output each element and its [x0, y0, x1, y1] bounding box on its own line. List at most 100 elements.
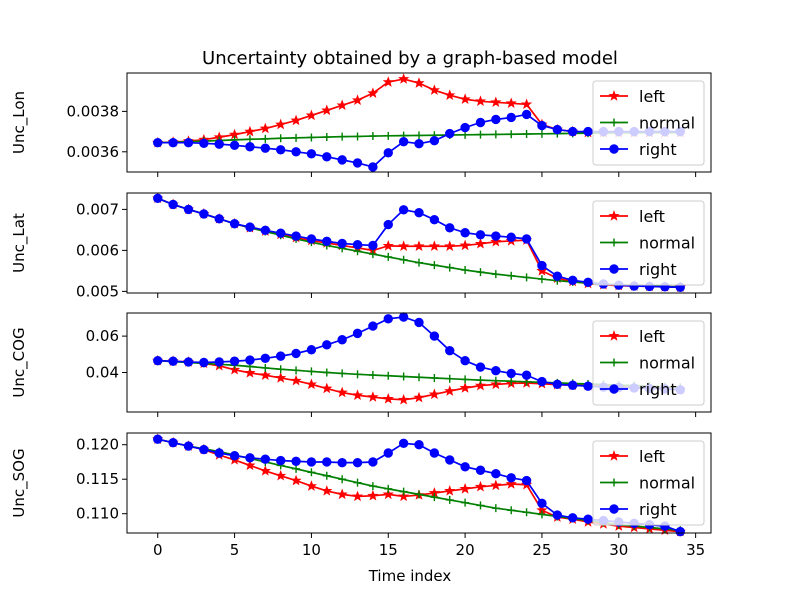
data-point-right — [398, 438, 409, 449]
y-axis-label: Unc_Lon — [10, 91, 29, 154]
data-point-right — [583, 277, 593, 288]
data-point-left — [505, 478, 517, 489]
data-point-right — [414, 139, 424, 149]
y-tick-label: 0.007 — [76, 200, 119, 218]
data-point-right — [229, 451, 240, 461]
y-tick-label: 0.115 — [76, 470, 119, 488]
data-point-right — [214, 139, 224, 149]
data-point-normal — [307, 133, 316, 142]
y-axis-label: Unc_SOG — [10, 448, 29, 517]
data-point-right — [368, 162, 378, 172]
data-point-normal — [292, 133, 301, 142]
data-point-normal — [491, 376, 500, 385]
data-point-right — [491, 365, 501, 376]
data-point-left — [382, 76, 394, 87]
data-point-normal — [461, 266, 470, 275]
legend-marker-left — [608, 210, 620, 221]
data-point-normal — [322, 368, 331, 377]
data-point-right — [445, 345, 455, 356]
data-point-normal — [415, 131, 423, 140]
data-point-normal — [353, 370, 362, 379]
data-point-right — [567, 275, 578, 285]
data-point-right — [583, 126, 593, 137]
legend-label-right: right — [639, 500, 677, 519]
data-point-right — [414, 440, 424, 450]
data-point-left — [382, 488, 394, 500]
data-point-left — [536, 265, 548, 276]
data-point-right — [475, 230, 486, 240]
data-point-normal — [430, 373, 439, 382]
data-point-left — [413, 391, 425, 403]
legend-marker-left — [608, 450, 620, 461]
data-point-right — [383, 448, 393, 458]
data-point-right — [291, 231, 301, 241]
data-point-left — [490, 235, 502, 247]
data-point-right — [153, 138, 163, 148]
data-point-normal — [338, 475, 347, 484]
data-point-right — [352, 328, 363, 339]
data-point-normal — [491, 130, 500, 139]
data-point-right — [521, 234, 532, 244]
data-point-left — [413, 240, 425, 252]
data-point-right — [214, 448, 224, 458]
data-point-normal — [245, 135, 254, 144]
legend-label-left: left — [639, 207, 665, 226]
x-tick-label: 10 — [302, 541, 321, 559]
data-point-left — [428, 388, 440, 400]
data-point-right — [368, 321, 378, 331]
data-point-normal — [537, 510, 546, 519]
data-point-left — [459, 239, 471, 251]
legend-label-normal: normal — [639, 474, 695, 493]
subplot-Unc_SOG: 0 5 10 15 20 25 30 35 0.110 0.115 0.120 Unc_SOG left… — [10, 432, 712, 559]
legend-marker-normal — [610, 118, 618, 127]
data-point-left — [305, 109, 317, 121]
data-point-right — [229, 219, 240, 229]
data-point-right — [537, 376, 547, 387]
data-point-left — [382, 393, 394, 404]
data-point-normal — [384, 371, 393, 380]
y-tick-label: 0.110 — [76, 505, 119, 523]
data-point-right — [183, 138, 194, 148]
data-point-normal — [292, 464, 301, 473]
data-point-normal — [292, 366, 301, 375]
y-tick-label: 0.120 — [76, 436, 119, 454]
data-point-left — [259, 122, 271, 134]
data-point-left — [367, 87, 379, 98]
data-point-right — [306, 234, 317, 244]
data-point-normal — [261, 363, 270, 372]
data-point-right — [275, 455, 286, 466]
data-point-right — [521, 475, 532, 486]
data-point-left — [229, 363, 241, 375]
data-point-normal — [461, 375, 470, 384]
data-point-right — [506, 473, 516, 483]
data-point-normal — [537, 275, 546, 284]
data-point-normal — [353, 478, 362, 487]
x-tick-label: 15 — [379, 541, 398, 559]
data-point-normal — [522, 273, 531, 282]
data-point-right — [199, 209, 209, 219]
data-point-right — [491, 114, 501, 125]
data-point-right — [383, 314, 393, 324]
data-point-right — [445, 128, 455, 139]
data-point-left — [351, 94, 364, 106]
data-point-right — [552, 510, 563, 520]
data-point-right — [214, 214, 224, 224]
data-point-normal — [338, 132, 347, 141]
data-point-normal — [461, 498, 470, 507]
data-point-right — [567, 380, 578, 390]
data-point-right — [183, 441, 194, 451]
data-point-right — [214, 357, 224, 367]
legend-marker-right — [609, 504, 619, 514]
data-point-left — [382, 240, 394, 251]
data-point-normal — [338, 369, 347, 378]
data-point-right — [398, 205, 409, 215]
data-point-right — [429, 331, 440, 341]
legend-label-normal: normal — [639, 234, 695, 253]
legend-marker-normal — [610, 478, 618, 487]
legend-marker-right — [609, 144, 619, 154]
data-point-right — [460, 228, 470, 238]
data-point-right — [583, 381, 593, 391]
data-point-right — [675, 526, 685, 537]
data-point-left — [367, 489, 379, 501]
data-point-normal — [415, 373, 423, 382]
